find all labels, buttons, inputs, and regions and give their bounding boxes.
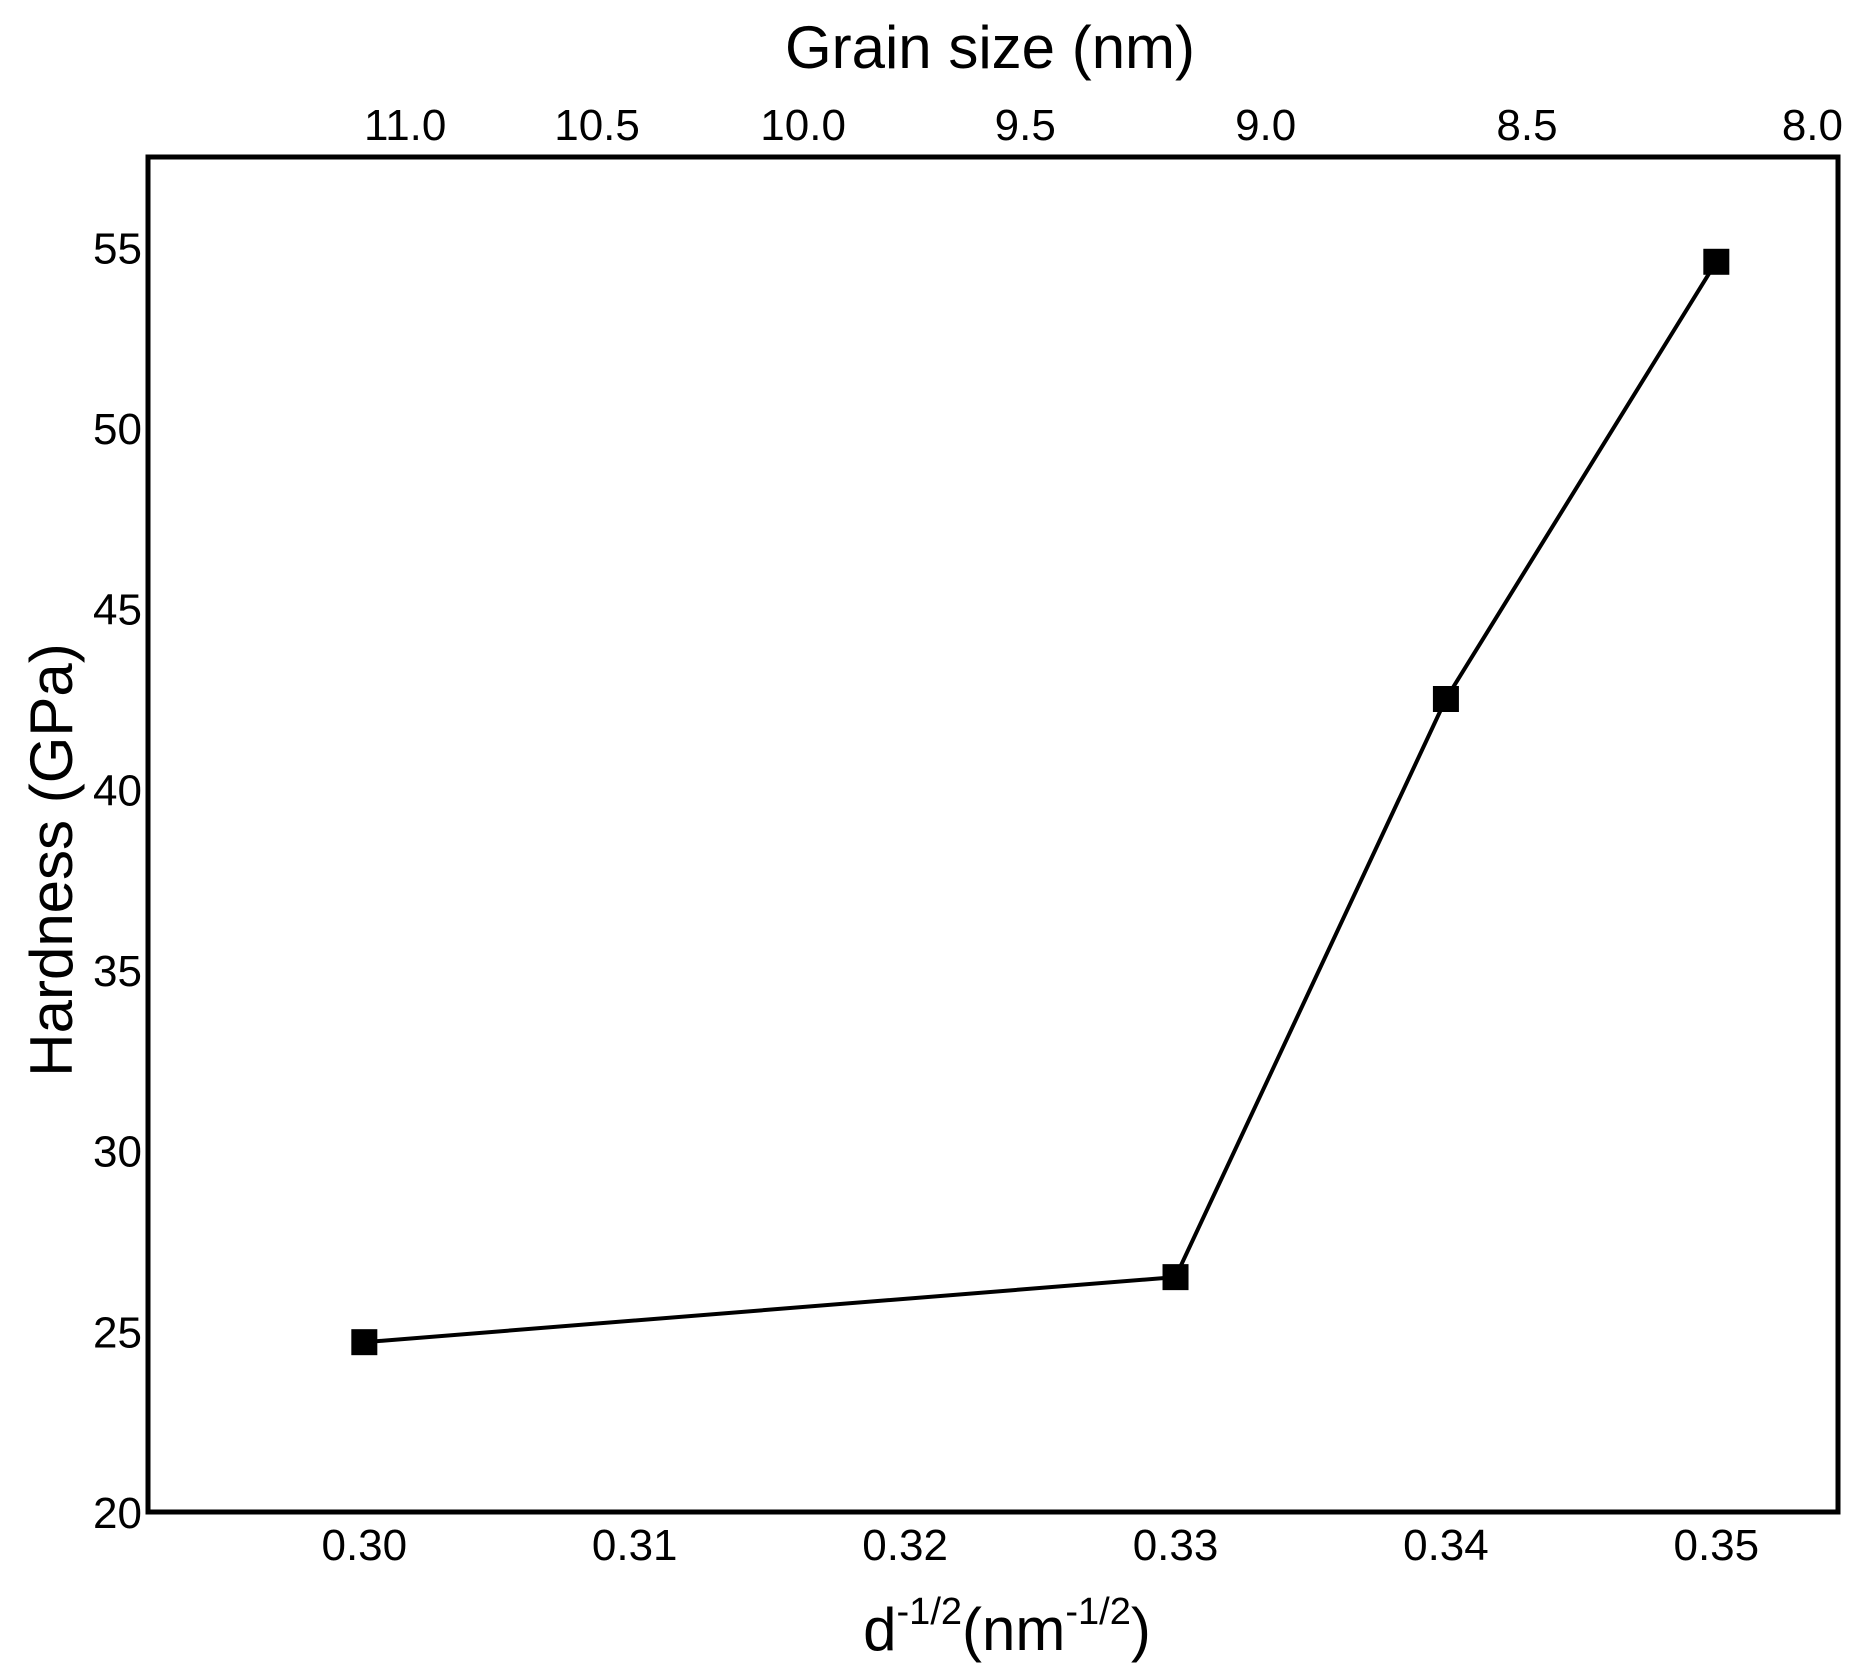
x-title-base-superscript: -1/2 [897,1591,962,1633]
top-tick-label: 11.0 [364,101,446,150]
x-axis-bottom: 0.30 0.31 0.32 0.33 0.34 0.35 [321,1521,1759,1570]
x-title-base: d [863,1596,896,1663]
data-point-marker [1432,686,1459,712]
series-line [364,260,1719,1345]
x-tick-label: 0.32 [862,1521,948,1570]
x-axis-top-title: Grain size (nm) [785,14,1195,81]
y-tick-label: 35 [93,947,142,996]
x-tick-label: 0.35 [1673,1521,1759,1570]
data-point-marker [1703,248,1730,275]
x-title-unit-open: (nm [962,1596,1065,1663]
x-tick-label: 0.34 [1403,1521,1489,1570]
top-tick-label: 9.0 [1235,101,1296,150]
plot-frame [145,154,1841,1515]
x-tick-label: 0.33 [1133,1521,1219,1570]
y-tick-label: 30 [93,1128,142,1177]
top-tick-label: 10.5 [554,101,640,150]
y-tick-label: 55 [93,224,142,273]
y-tick-label: 25 [93,1308,142,1357]
y-axis-title: Hardness (GPa) [18,643,85,1076]
y-tick-label: 40 [93,766,142,815]
x-axis-top: 11.0 10.5 10.0 9.5 9.0 8.5 8.0 [364,101,1843,150]
y-tick-label: 50 [93,405,142,454]
y-tick-label: 45 [93,586,142,635]
series-layer [351,248,1730,1356]
top-tick-label: 9.5 [995,101,1056,150]
top-tick-label: 8.0 [1782,101,1843,150]
top-tick-label: 8.5 [1496,101,1557,150]
x-tick-label: 0.30 [321,1521,407,1570]
top-tick-label: 10.0 [760,101,846,150]
x-title-unit-close: ) [1131,1596,1151,1663]
x-axis-bottom-title: d-1/2(nm-1/2) [863,1591,1151,1663]
data-point-marker [351,1329,378,1356]
y-tick-label: 20 [93,1489,142,1538]
y-axis: 20 25 30 35 40 45 50 55 [93,224,142,1538]
x-title-unit-superscript: -1/2 [1065,1591,1130,1633]
data-point-marker [1162,1264,1189,1291]
x-tick-label: 0.31 [592,1521,678,1570]
